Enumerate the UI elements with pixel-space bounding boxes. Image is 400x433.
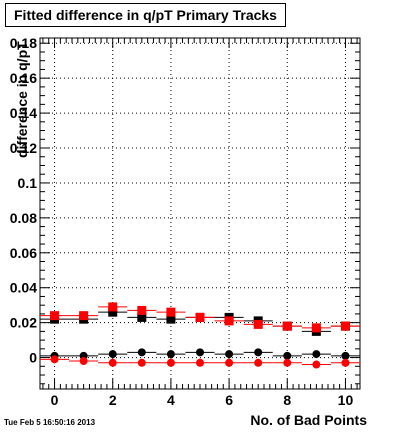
data-point-circle [79,357,88,366]
data-point-square [108,307,118,317]
series-2 [40,302,360,333]
data-point-circle [137,358,146,367]
data-point-circle [254,348,263,357]
y-tick-label: 0.02 [10,315,37,331]
y-tick-label: 0.12 [10,140,37,156]
series-3 [40,348,360,360]
data-point-circle [166,358,175,367]
data-point-circle [254,358,263,367]
data-point-circle [50,355,59,364]
data-point-circle [196,348,204,357]
data-point-square [340,321,350,331]
y-tick-label: 0 [29,350,37,366]
x-tick-label: 2 [109,392,117,408]
data-point-circle [312,360,321,369]
data-point-circle [196,358,204,367]
x-tick-label: 4 [167,392,175,408]
timestamp: Tue Feb 5 16:50:16 2013 [4,418,96,427]
data-point-circle [137,348,146,357]
x-tick-label: 8 [283,392,291,408]
data-point-circle [312,350,321,359]
data-point-circle [166,350,175,359]
data-point-circle [225,350,234,359]
y-tick-label: 0.16 [10,70,37,86]
y-tick-label: 0.18 [10,35,37,51]
data-point-square [282,321,292,331]
data-point-square [137,312,147,322]
data-point-circle [108,358,117,367]
data-point-circle [341,351,350,360]
data-point-square [224,316,234,326]
x-axis-label: No. of Bad Points [250,412,367,428]
data-point-square [108,302,118,312]
y-tick-label: 0.1 [18,175,38,191]
x-tick-label: 0 [51,392,59,408]
data-point-circle [283,351,292,360]
data-point-square [195,312,205,322]
data-point-circle [225,358,234,367]
data-point-square [137,305,147,315]
data-point-square [166,314,176,324]
data-series [40,302,360,369]
chart-title: Fitted difference in q/pT Primary Tracks [5,3,286,27]
x-tick-label: 10 [338,392,354,408]
grid-lines [40,38,360,389]
y-tick-label: 0.14 [10,105,37,121]
y-tick-label: 0.08 [10,210,37,226]
data-point-square [50,311,60,321]
data-point-circle [283,358,292,367]
plot-frame [39,37,361,390]
series-4 [40,355,360,369]
data-point-circle [341,358,350,367]
y-axis-label: difference in q/pT [14,41,30,158]
data-point-square [166,307,176,317]
data-point-circle [108,350,117,359]
data-point-square [79,311,89,321]
x-tick-label: 6 [225,392,233,408]
data-point-square [253,319,263,329]
y-tick-label: 0.06 [10,245,37,261]
y-tick-label: 0.04 [10,280,37,296]
data-point-square [311,323,321,333]
axis-ticks: 0 2 4 6 8 10 0 0.02 0.04 0.06 0.08 0.1 0.12 0.14 0.16 0… [10,35,360,408]
